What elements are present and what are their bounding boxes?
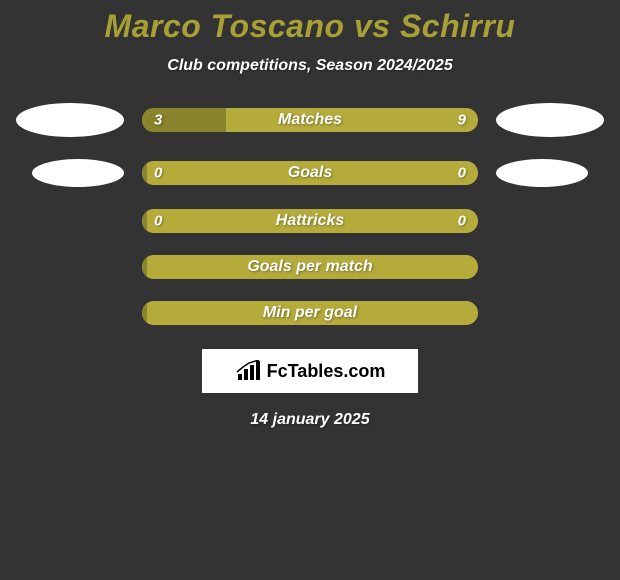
- stat-value-left: 3: [154, 112, 162, 129]
- stat-label: Min per goal: [263, 304, 357, 322]
- logo-box: FcTables.com: [202, 349, 418, 393]
- stat-value-left: 0: [154, 213, 162, 230]
- logo-text: FcTables.com: [267, 361, 386, 382]
- page-title: Marco Toscano vs Schirru: [105, 8, 516, 45]
- stat-label: Goals: [288, 164, 332, 182]
- date-label: 14 january 2025: [250, 411, 369, 429]
- stat-value-right: 0: [458, 165, 466, 182]
- stat-bar: Min per goal: [142, 301, 478, 325]
- stat-row: Goals per match: [0, 255, 620, 279]
- stat-label: Matches: [278, 111, 342, 129]
- stat-row: Min per goal: [0, 301, 620, 325]
- stat-label: Goals per match: [247, 258, 372, 276]
- stat-value-right: 0: [458, 213, 466, 230]
- stat-row: Goals 0 0: [0, 159, 620, 187]
- bar-left-fill: [142, 255, 147, 279]
- stat-rows: Matches 3 9 Goals 0 0 Hattricks 0 0 Goals per mat…: [0, 103, 620, 325]
- subtitle: Club competitions, Season 2024/2025: [167, 57, 452, 75]
- stat-label: Hattricks: [276, 212, 344, 230]
- player-left-orb: [32, 159, 124, 187]
- comparison-infographic: Marco Toscano vs Schirru Club competitio…: [0, 0, 620, 580]
- stat-bar: Goals 0 0: [142, 161, 478, 185]
- bar-chart-icon: [235, 360, 263, 382]
- stat-row: Matches 3 9: [0, 103, 620, 137]
- stat-value-left: 0: [154, 165, 162, 182]
- bar-left-fill: [142, 209, 147, 233]
- bar-left-fill: [142, 301, 147, 325]
- player-right-orb: [496, 103, 604, 137]
- player-left-orb: [16, 103, 124, 137]
- stat-bar: Goals per match: [142, 255, 478, 279]
- stat-bar: Hattricks 0 0: [142, 209, 478, 233]
- player-right-orb: [496, 159, 588, 187]
- stat-bar: Matches 3 9: [142, 108, 478, 132]
- stat-row: Hattricks 0 0: [0, 209, 620, 233]
- stat-value-right: 9: [458, 112, 466, 129]
- bar-left-fill: [142, 161, 147, 185]
